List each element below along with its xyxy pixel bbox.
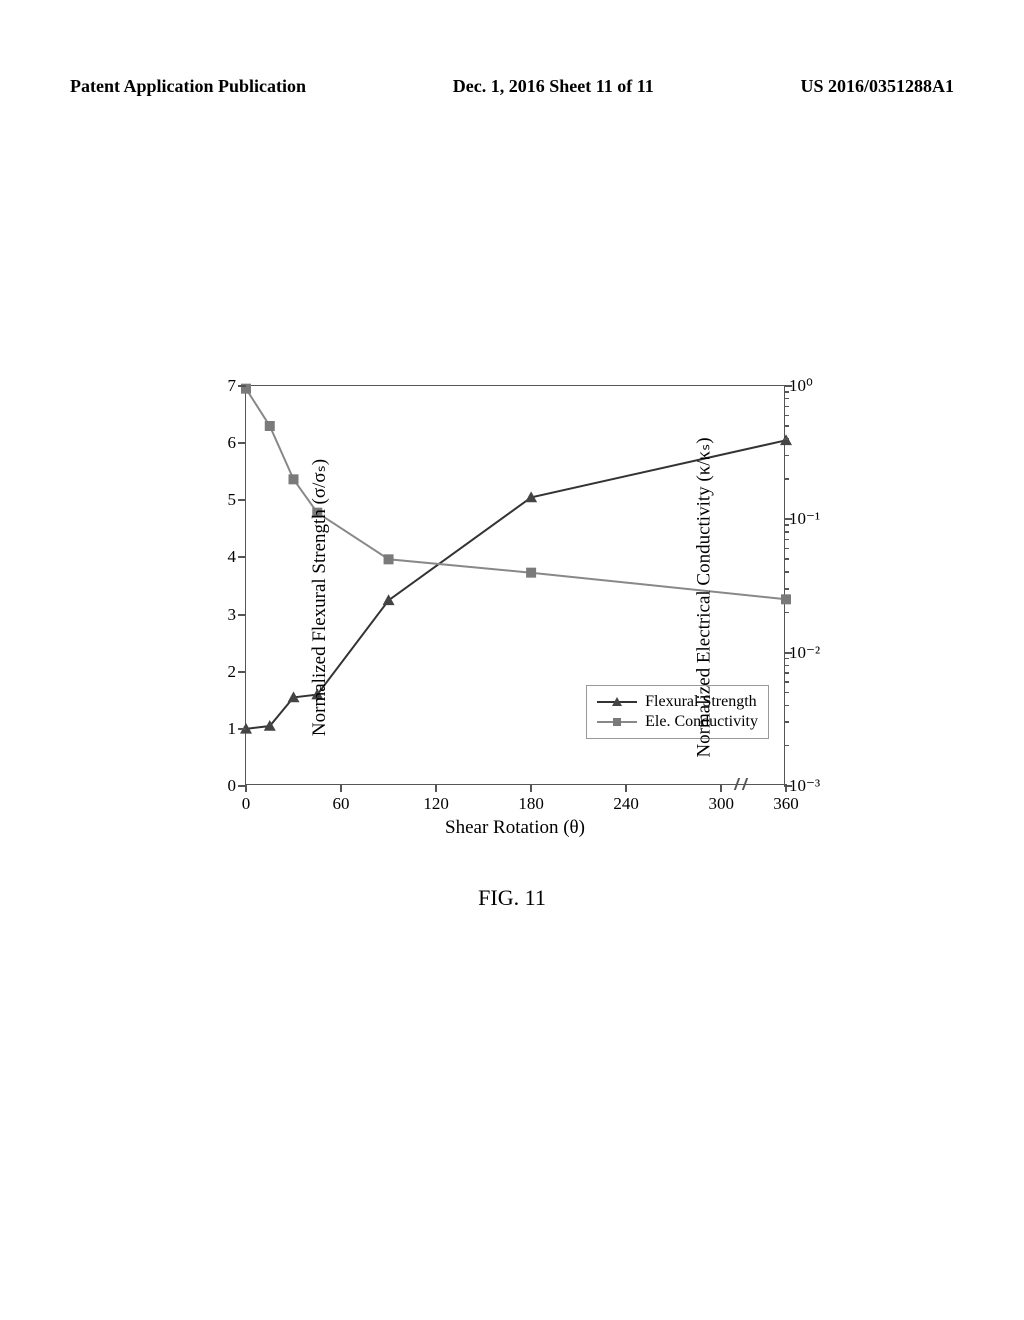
y-right-minor-tick — [784, 406, 789, 408]
x-axis-label: Shear Rotation (θ) — [445, 817, 585, 839]
y-right-minor-tick — [784, 425, 789, 427]
y-right-tick-label: 10⁻¹ — [789, 509, 829, 529]
y-right-minor-tick — [784, 571, 789, 573]
marker-square — [265, 421, 275, 431]
y-left-tick-label: 1 — [211, 719, 236, 739]
y-left-tick-label: 3 — [211, 605, 236, 625]
y-left-tick — [238, 442, 246, 444]
y-right-minor-tick — [784, 548, 789, 550]
x-tick — [530, 784, 532, 792]
y-left-tick-label: 0 — [211, 776, 236, 796]
marker-square — [384, 554, 394, 564]
x-tick — [340, 784, 342, 792]
y-right-minor-tick — [784, 531, 789, 533]
x-tick — [625, 784, 627, 792]
y-right-minor-tick — [784, 705, 789, 707]
y-right-minor-tick — [784, 745, 789, 747]
header-center: Dec. 1, 2016 Sheet 11 of 11 — [453, 76, 654, 97]
y-right-minor-tick — [784, 455, 789, 457]
legend-row-flexural: Flexural Strength — [597, 693, 758, 711]
plot-area: Flexural Strength Ele. Conductivity Norm… — [245, 385, 785, 785]
y-right-minor-tick — [784, 612, 789, 614]
y-right-minor-tick — [784, 539, 789, 541]
y-right-minor-tick — [784, 588, 789, 590]
y-right-minor-tick — [784, 672, 789, 674]
x-tick — [720, 784, 722, 792]
figure-caption: FIG. 11 — [478, 885, 546, 911]
x-tick — [435, 784, 437, 792]
y-left-tick-label: 6 — [211, 433, 236, 453]
chart-container: Flexural Strength Ele. Conductivity Norm… — [175, 375, 855, 855]
y-axis-right-label: Normalized Electrical Conductivity (κ/κₛ… — [692, 437, 715, 757]
x-tick-label: 60 — [333, 794, 350, 814]
y-right-minor-tick — [784, 478, 789, 480]
y-right-tick-label: 10⁻³ — [789, 776, 829, 796]
page-header: Patent Application Publication Dec. 1, 2… — [0, 76, 1024, 97]
y-axis-left-label: Normalized Flexural Strength (σ/σₛ) — [308, 459, 331, 736]
marker-square — [781, 594, 791, 604]
header-left: Patent Application Publication — [70, 76, 306, 97]
y-right-minor-tick — [784, 415, 789, 417]
y-left-tick-label: 4 — [211, 547, 236, 567]
y-right-minor-tick — [784, 558, 789, 560]
y-left-tick — [238, 614, 246, 616]
x-tick-label: 300 — [708, 794, 734, 814]
y-left-tick — [238, 556, 246, 558]
y-left-tick — [238, 728, 246, 730]
x-tick-label: 360 — [773, 794, 799, 814]
x-tick — [785, 784, 787, 792]
y-left-tick — [238, 671, 246, 673]
legend-box: Flexural Strength Ele. Conductivity — [586, 685, 769, 739]
y-left-tick-label: 2 — [211, 662, 236, 682]
legend-line-conductivity — [597, 721, 637, 723]
legend-line-flexural — [597, 701, 637, 703]
y-right-minor-tick — [784, 681, 789, 683]
y-right-minor-tick — [784, 721, 789, 723]
x-tick — [245, 784, 247, 792]
y-right-minor-tick — [784, 692, 789, 694]
y-left-tick — [238, 385, 246, 387]
y-left-tick-label: 7 — [211, 376, 236, 396]
y-right-minor-tick — [784, 665, 789, 667]
legend-row-conductivity: Ele. Conductivity — [597, 713, 758, 731]
marker-triangle — [780, 434, 792, 445]
marker-triangle — [383, 594, 395, 605]
y-left-tick — [238, 499, 246, 501]
y-right-tick-label: 10⁰ — [789, 376, 829, 396]
header-right: US 2016/0351288A1 — [800, 76, 954, 97]
x-tick-label: 120 — [423, 794, 449, 814]
x-tick-label: 180 — [518, 794, 544, 814]
y-right-minor-tick — [784, 398, 789, 400]
marker-square — [526, 568, 536, 578]
y-right-tick-label: 10⁻² — [789, 643, 829, 663]
y-right-minor-tick — [784, 438, 789, 440]
x-tick-label: 240 — [613, 794, 639, 814]
x-tick-label: 0 — [242, 794, 251, 814]
marker-square — [289, 474, 299, 484]
y-left-tick-label: 5 — [211, 490, 236, 510]
